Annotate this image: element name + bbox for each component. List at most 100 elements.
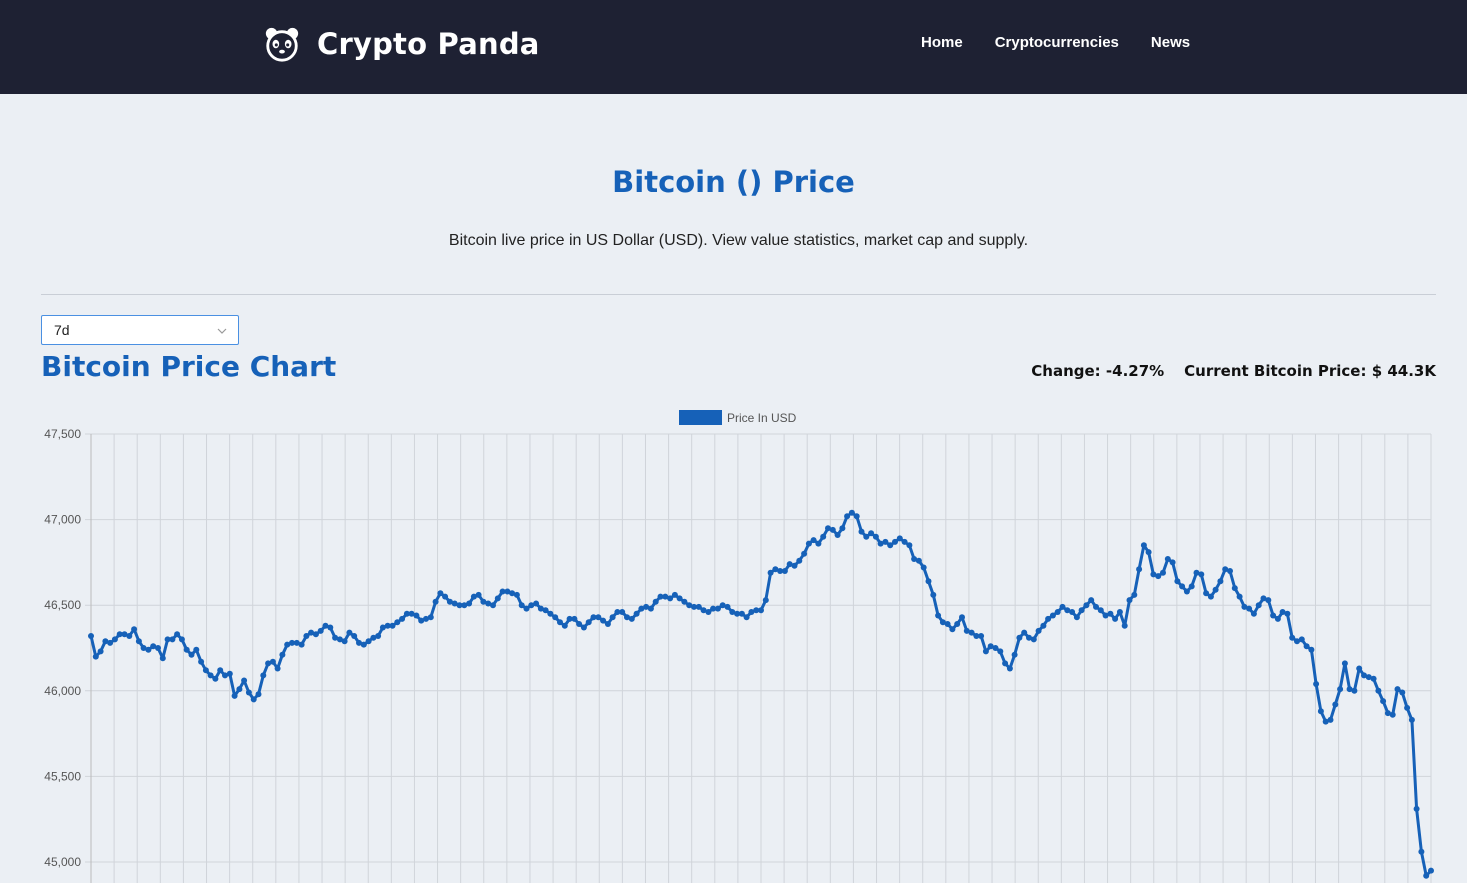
data-point bbox=[643, 603, 650, 610]
data-point bbox=[743, 614, 750, 621]
y-tick-label: 46,000 bbox=[44, 684, 81, 698]
nav-link-cryptocurrencies[interactable]: Cryptocurrencies bbox=[994, 34, 1119, 51]
data-point bbox=[1227, 568, 1233, 574]
data-point bbox=[676, 595, 683, 602]
data-point bbox=[485, 600, 492, 607]
data-point bbox=[155, 645, 161, 651]
nav-link-home[interactable]: Home bbox=[921, 34, 963, 51]
data-point bbox=[1356, 665, 1363, 672]
data-point bbox=[518, 602, 525, 609]
data-point bbox=[1102, 612, 1109, 619]
data-point bbox=[1250, 610, 1257, 617]
data-point bbox=[777, 568, 784, 574]
data-point bbox=[97, 648, 104, 655]
data-point bbox=[633, 610, 640, 617]
data-point bbox=[1246, 605, 1253, 612]
data-point bbox=[734, 610, 741, 617]
main-nav: Home Cryptocurrencies News bbox=[921, 34, 1190, 51]
data-point bbox=[289, 639, 295, 646]
data-point bbox=[576, 621, 583, 627]
data-point bbox=[107, 639, 114, 646]
data-point bbox=[1049, 612, 1056, 619]
data-point bbox=[231, 692, 238, 699]
data-point bbox=[1121, 622, 1128, 629]
data-point bbox=[868, 530, 875, 537]
data-point bbox=[169, 636, 176, 643]
data-point bbox=[1394, 686, 1401, 693]
data-point bbox=[887, 542, 894, 549]
data-point bbox=[432, 598, 439, 605]
data-point bbox=[1006, 665, 1013, 672]
data-point bbox=[1212, 586, 1219, 593]
data-point bbox=[624, 614, 630, 621]
data-point bbox=[604, 621, 611, 627]
data-point bbox=[88, 633, 94, 639]
data-point bbox=[466, 600, 473, 607]
data-point bbox=[451, 600, 458, 607]
data-point bbox=[1303, 643, 1310, 650]
nav-link-news[interactable]: News bbox=[1150, 34, 1191, 51]
data-point bbox=[92, 653, 99, 660]
data-point bbox=[1260, 595, 1267, 602]
price-line-chart: 47,500 47,000 46,500 46,000 45,500 45,000 Pric… bbox=[44, 410, 1434, 883]
data-point bbox=[356, 639, 362, 646]
data-point bbox=[140, 645, 147, 651]
data-point bbox=[226, 670, 233, 677]
data-point bbox=[1322, 718, 1329, 725]
data-point bbox=[1418, 848, 1425, 855]
data-point bbox=[370, 634, 377, 641]
data-point bbox=[188, 651, 195, 658]
data-point bbox=[1346, 686, 1353, 693]
data-point bbox=[710, 605, 717, 612]
data-point bbox=[389, 622, 396, 629]
data-point bbox=[590, 614, 597, 621]
data-point bbox=[619, 609, 626, 615]
y-tick-label: 46,500 bbox=[44, 598, 81, 612]
data-point bbox=[207, 672, 214, 679]
data-point bbox=[1188, 583, 1195, 590]
data-point bbox=[308, 629, 315, 636]
brand[interactable]: Crypto Panda bbox=[263, 24, 540, 64]
data-point bbox=[695, 603, 702, 610]
legend-label: Price In USD bbox=[727, 411, 797, 425]
data-point bbox=[848, 509, 855, 516]
data-point bbox=[762, 597, 769, 604]
data-point bbox=[829, 526, 836, 533]
chevron-down-icon bbox=[217, 328, 227, 334]
data-point bbox=[628, 615, 635, 622]
data-point bbox=[1035, 627, 1042, 634]
data-point bbox=[437, 590, 444, 597]
data-point bbox=[963, 627, 970, 634]
data-point bbox=[595, 614, 602, 621]
data-point bbox=[178, 636, 185, 643]
data-point bbox=[341, 638, 348, 645]
data-point bbox=[135, 638, 142, 645]
panda-logo-icon bbox=[265, 27, 299, 62]
data-point bbox=[102, 638, 109, 645]
data-point bbox=[537, 605, 544, 612]
data-point bbox=[1097, 607, 1104, 614]
data-point bbox=[638, 605, 645, 612]
data-point bbox=[1327, 716, 1334, 723]
data-point bbox=[748, 609, 755, 615]
data-point bbox=[111, 636, 118, 643]
data-point bbox=[714, 605, 721, 612]
data-point bbox=[1155, 573, 1162, 580]
data-point bbox=[1384, 710, 1391, 717]
data-point bbox=[523, 605, 530, 612]
time-period-select[interactable]: 7d bbox=[41, 315, 239, 345]
data-point bbox=[413, 612, 420, 619]
data-point bbox=[1145, 549, 1152, 556]
data-point bbox=[786, 561, 793, 568]
data-point bbox=[1255, 602, 1262, 609]
data-point bbox=[939, 619, 946, 626]
data-point bbox=[394, 619, 401, 626]
data-point bbox=[332, 634, 339, 641]
data-point bbox=[571, 615, 578, 622]
data-point bbox=[906, 542, 913, 549]
data-point bbox=[442, 593, 449, 600]
data-point bbox=[820, 533, 827, 540]
data-point bbox=[351, 633, 358, 639]
data-point bbox=[1375, 687, 1382, 694]
data-point bbox=[877, 540, 884, 547]
